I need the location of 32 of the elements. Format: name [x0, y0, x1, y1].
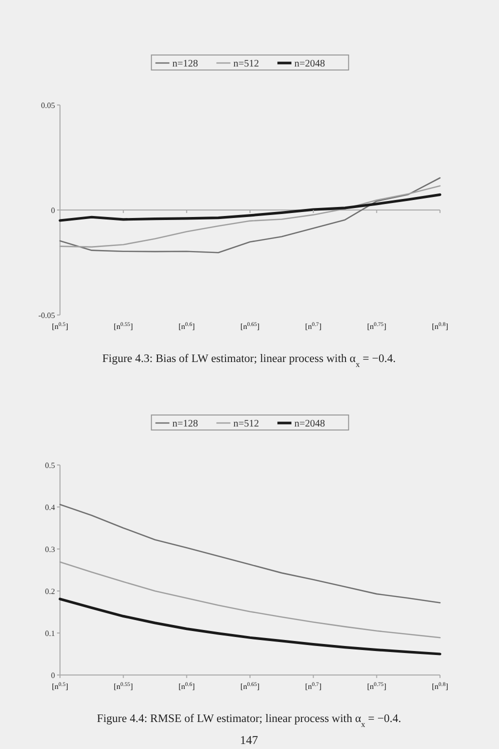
y-tick-label: 0.3: [45, 545, 55, 554]
x-tick-label: [n$^{0.5}$]: [52, 322, 68, 331]
legend-label: n=512: [233, 418, 260, 430]
y-tick-label: 0.5: [45, 461, 55, 470]
x-tick-label: [n$^{0.7}$]: [305, 322, 322, 331]
x-tick-label: [n$^{0.6}$]: [178, 322, 196, 331]
x-tick-label: [n$^{0.65}$]: [240, 322, 260, 331]
y-tick-label: 0.05: [41, 101, 55, 110]
y-tick-label: 0.2: [45, 587, 55, 596]
x-tick-label: [n$^{0.55}$]: [114, 322, 134, 331]
legend-label: n=128: [172, 58, 198, 70]
x-tick-label: [n$^{0.8}$]: [432, 322, 448, 331]
caption: Figure 4.3: Bias of LW estimator; linear process with α$_{x}$ = −0.4.: [102, 353, 396, 368]
y-tick-label: 0: [51, 206, 55, 215]
y-tick-label: 0.4: [45, 503, 55, 512]
legend-label: n=2048: [294, 418, 326, 430]
y-tick-label: -0.05: [38, 311, 55, 320]
legend-label: n=128: [172, 418, 198, 430]
caption: Figure 4.4: RMSE of LW estimator; linear process with α$_{x}$ = −0.4.: [96, 713, 402, 728]
x-tick-label: [n$^{0.55}$]: [114, 682, 134, 691]
x-tick-label: [n$^{0.75}$]: [367, 682, 387, 691]
x-tick-label: [n$^{0.6}$]: [178, 682, 196, 691]
y-tick-label: 0.1: [45, 629, 55, 638]
y-tick-label: 0: [51, 671, 55, 680]
x-tick-label: [n$^{0.65}$]: [240, 682, 260, 691]
text: 147: [240, 733, 258, 747]
x-tick-label: [n$^{0.75}$]: [367, 322, 387, 331]
legend-label: n=512: [233, 58, 260, 70]
x-tick-label: [n$^{0.8}$]: [432, 682, 448, 691]
x-tick-label: [n$^{0.5}$]: [52, 682, 68, 691]
x-tick-label: [n$^{0.7}$]: [305, 682, 322, 691]
legend-label: n=2048: [294, 58, 326, 70]
